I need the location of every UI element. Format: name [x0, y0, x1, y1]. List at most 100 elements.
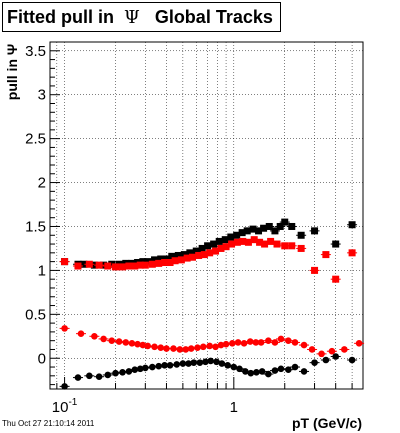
data-point-circle [179, 360, 187, 367]
data-point-circle [196, 359, 204, 366]
data-point-square [311, 227, 319, 235]
data-point-circle [285, 337, 292, 344]
data-point-square [177, 256, 185, 264]
data-point-square [243, 227, 251, 235]
data-point-square [186, 249, 194, 257]
data-point-circle [151, 343, 158, 351]
data-point-square [95, 261, 103, 269]
data-point-square [332, 240, 340, 248]
data-point-square [215, 237, 223, 245]
data-point-square [162, 255, 170, 263]
title-prefix: Fitted pull in [7, 7, 114, 27]
data-point-square [265, 222, 273, 230]
data-point-circle [115, 338, 123, 345]
data-point-circle [247, 369, 255, 377]
y-axis-title: pull in Ψ [4, 44, 20, 100]
data-point-square [112, 263, 120, 271]
data-point-square [222, 243, 230, 251]
data-point-square [131, 262, 139, 270]
data-point-circle [131, 366, 139, 373]
data-point-circle [311, 359, 318, 366]
data-point-square [157, 255, 165, 263]
data-point-circle [206, 342, 213, 350]
data-point-square [136, 261, 144, 269]
data-point-circle [277, 335, 285, 343]
y-tick-label: 1.5 [25, 218, 46, 235]
data-point-square [288, 222, 296, 230]
data-point-circle [332, 353, 339, 360]
y-tick-label: 2.5 [25, 131, 46, 148]
data-point-circle [155, 362, 163, 370]
data-point-square [348, 249, 356, 257]
data-point-circle [246, 338, 254, 345]
plot-frame [49, 41, 364, 390]
data-point-square [249, 225, 257, 233]
data-point-square [206, 249, 214, 257]
grid-lines [50, 42, 363, 389]
data-point-circle [277, 365, 285, 373]
data-point-circle [194, 344, 201, 352]
data-point-circle [187, 345, 195, 352]
data-point-circle [77, 330, 85, 337]
data-point-square [192, 247, 200, 255]
data-point-circle [161, 361, 168, 369]
data-point-circle [218, 360, 226, 367]
y-tick-label: 0 [38, 350, 46, 367]
data-point-circle [258, 368, 266, 375]
data-point-circle [217, 341, 225, 349]
data-point-circle [61, 383, 68, 390]
data-point-square [332, 275, 340, 283]
data-point-square [151, 256, 159, 264]
data-point-square [281, 242, 289, 250]
data-points [59, 218, 365, 390]
data-point-circle [173, 361, 181, 368]
data-point-circle [185, 360, 192, 367]
data-point-square [273, 240, 281, 248]
data-point-circle [300, 368, 308, 375]
data-point-circle [149, 363, 156, 371]
data-point-square [288, 242, 296, 250]
y-tick-label: 1 [38, 262, 46, 279]
data-point-square [148, 260, 156, 268]
data-point-square [311, 266, 319, 274]
data-point-circle [144, 342, 152, 350]
data-point-circle [240, 340, 248, 347]
data-point-square [198, 244, 206, 252]
data-point-square [108, 260, 116, 268]
data-point-circle [328, 347, 336, 355]
data-point-circle [136, 365, 144, 373]
data-point-circle [166, 361, 174, 369]
data-point-square [174, 251, 182, 259]
data-point-circle [61, 325, 68, 332]
data-point-circle [176, 346, 184, 353]
data-point-square [200, 251, 208, 259]
data-point-square [261, 240, 269, 248]
data-point-square [238, 229, 246, 237]
data-point-square [188, 253, 196, 261]
data-point-circle [355, 340, 363, 347]
data-point-circle [112, 369, 119, 377]
data-point-circle [190, 359, 198, 366]
data-point-square [168, 252, 176, 260]
data-point-circle [252, 339, 260, 346]
data-point-square [85, 260, 93, 268]
data-point-square [256, 238, 264, 246]
data-point-circle [163, 345, 170, 352]
data-point-square [119, 263, 127, 271]
data-point-square [271, 227, 279, 235]
data-point-square [233, 238, 241, 246]
data-point-square [233, 231, 241, 239]
data-point-circle [236, 365, 243, 373]
data-point-square [166, 258, 174, 266]
data-point-circle [86, 372, 93, 380]
data-point-circle [95, 373, 103, 381]
data-point-circle [265, 370, 272, 378]
y-tick-label: 2 [38, 175, 46, 192]
psi-symbol: Ψ [124, 7, 140, 28]
data-point-circle [229, 340, 236, 347]
data-point-circle [322, 356, 330, 364]
data-point-circle [157, 344, 165, 352]
data-point-circle [125, 368, 133, 375]
data-point-square [267, 237, 275, 245]
